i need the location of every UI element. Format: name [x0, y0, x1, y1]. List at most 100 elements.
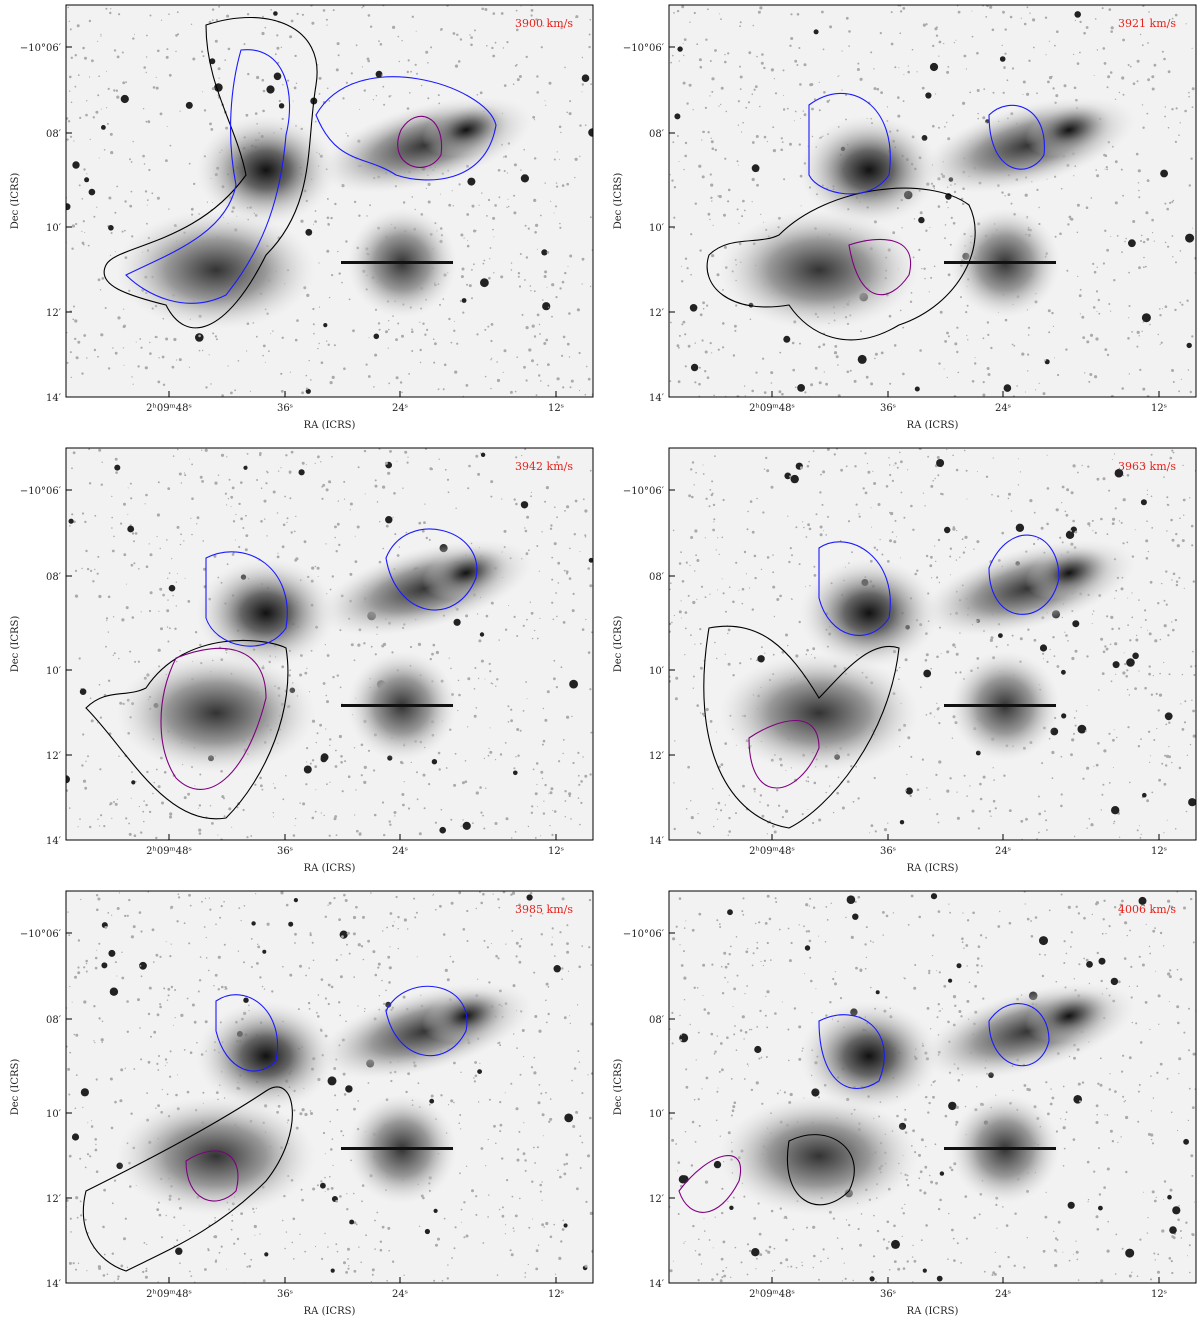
- star: [374, 1220, 376, 1222]
- star: [1036, 189, 1038, 191]
- star: [466, 284, 468, 286]
- star: [700, 313, 703, 316]
- star: [67, 362, 69, 364]
- star: [400, 381, 402, 383]
- star: [230, 496, 233, 499]
- star: [938, 722, 940, 724]
- star: [100, 717, 102, 719]
- star: [880, 539, 881, 540]
- star: [273, 812, 274, 813]
- sky-background: [66, 5, 593, 397]
- star: [98, 75, 100, 77]
- star: [681, 280, 683, 282]
- star: [937, 456, 940, 459]
- star: [523, 1152, 526, 1155]
- star: [342, 97, 344, 99]
- star: [519, 945, 522, 948]
- star: [566, 573, 568, 575]
- star: [379, 521, 380, 522]
- star: [839, 75, 840, 76]
- star: [170, 908, 171, 909]
- star: [723, 592, 725, 594]
- star: [1025, 392, 1026, 393]
- star: [331, 986, 334, 989]
- star: [739, 25, 741, 27]
- star: [153, 961, 155, 963]
- star: [85, 761, 86, 762]
- star: [344, 499, 345, 500]
- star: [149, 543, 150, 544]
- star: [167, 599, 168, 600]
- star: [459, 1172, 461, 1174]
- star: [718, 802, 721, 805]
- star: [1104, 645, 1106, 647]
- star: [125, 81, 127, 83]
- star: [458, 694, 461, 697]
- star: [558, 760, 560, 762]
- star: [722, 289, 724, 291]
- star: [447, 1264, 448, 1265]
- star: [146, 771, 148, 773]
- star: [1184, 700, 1186, 702]
- star: [1071, 738, 1074, 741]
- star: [539, 333, 541, 335]
- star: [1115, 201, 1118, 204]
- star: [555, 296, 557, 298]
- star: [321, 753, 329, 761]
- star: [490, 496, 492, 498]
- star: [214, 1235, 217, 1238]
- star: [763, 67, 765, 69]
- star: [126, 1000, 129, 1003]
- star: [717, 819, 718, 820]
- x-tick-label: 24ˢ: [995, 403, 1011, 414]
- star: [136, 342, 137, 343]
- star: [923, 1192, 926, 1195]
- star: [128, 899, 130, 901]
- star: [412, 196, 414, 198]
- star: [1149, 665, 1151, 667]
- star: [1137, 829, 1139, 831]
- star: [445, 469, 447, 471]
- star: [499, 196, 501, 198]
- star: [696, 559, 699, 562]
- star: [584, 534, 586, 536]
- star: [1145, 619, 1147, 621]
- star: [141, 975, 143, 977]
- star: [308, 1002, 310, 1004]
- star: [226, 504, 227, 505]
- star: [698, 165, 701, 168]
- star: [440, 1094, 442, 1096]
- star: [1011, 510, 1013, 512]
- star: [829, 785, 830, 786]
- star: [478, 678, 479, 679]
- star: [741, 215, 743, 217]
- star: [262, 355, 264, 357]
- star: [670, 380, 672, 382]
- star: [97, 41, 98, 42]
- star: [1040, 644, 1047, 651]
- star: [1045, 54, 1046, 55]
- star: [167, 641, 169, 643]
- star: [408, 373, 410, 375]
- star: [554, 159, 556, 161]
- star: [364, 1008, 365, 1009]
- star: [151, 192, 153, 194]
- star: [866, 926, 868, 928]
- star: [428, 201, 431, 204]
- star: [737, 160, 739, 162]
- star: [291, 20, 294, 23]
- star: [807, 781, 809, 783]
- star: [476, 908, 477, 909]
- star: [279, 100, 281, 102]
- star: [221, 986, 224, 989]
- star: [382, 86, 384, 88]
- star: [1154, 241, 1155, 242]
- star: [904, 1109, 906, 1111]
- star: [132, 532, 134, 534]
- star: [1193, 735, 1196, 738]
- star: [340, 687, 342, 689]
- star: [458, 1122, 460, 1124]
- star: [68, 934, 70, 936]
- star: [368, 14, 371, 17]
- star: [1151, 792, 1153, 794]
